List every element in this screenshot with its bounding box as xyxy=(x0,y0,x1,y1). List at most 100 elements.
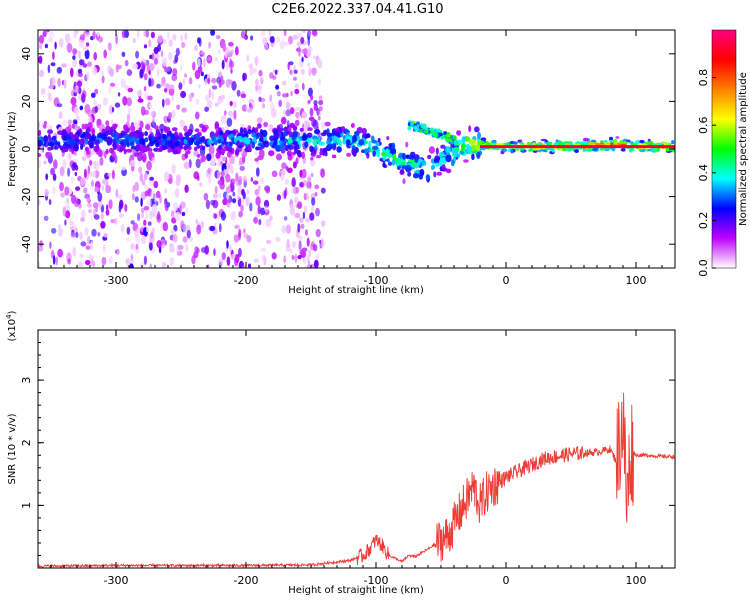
spectrogram-noise-cell xyxy=(49,31,54,39)
spectrogram-noise-cell xyxy=(139,172,143,182)
spectrogram-noise-cell xyxy=(306,181,312,189)
spectrogram-noise-cell xyxy=(126,97,132,107)
spectrogram-ridge-cell xyxy=(549,147,554,151)
spectrogram-noise-cell xyxy=(154,195,157,204)
spectrogram-ridge-cell xyxy=(139,120,144,129)
spectrogram-ridge-cell xyxy=(411,161,417,168)
spectrogram-ridge-cell xyxy=(285,130,290,135)
spectrogram-noise-cell xyxy=(230,111,234,119)
spectrogram-noise-cell xyxy=(65,210,71,219)
spectrogram-noise-cell xyxy=(38,199,41,206)
spectrogram-noise-cell xyxy=(56,66,62,74)
spectrogram-noise-cell xyxy=(288,35,293,45)
spectrogram-ridge-cell xyxy=(336,146,341,152)
spectrogram-noise-cell xyxy=(53,159,58,170)
spectrogram-noise-cell xyxy=(222,198,228,206)
spectrogram-noise-cell xyxy=(161,261,167,268)
spectrogram-ridge-cell xyxy=(407,171,412,177)
spectrogram-noise-cell xyxy=(205,199,210,210)
spectrogram-noise-cell xyxy=(275,84,280,90)
spectrogram-noise-cell xyxy=(72,247,77,257)
spectrogram-noise-cell xyxy=(171,74,178,82)
spectrogram-noise-cell xyxy=(168,245,174,251)
spectrogram-noise-cell xyxy=(246,30,249,33)
colorbar-ticks: 0.0 0.2 0.4 0.6 0.8 xyxy=(697,69,716,277)
spectrogram-noise-cell xyxy=(38,261,41,268)
spectrogram-ridge-cell xyxy=(254,127,259,133)
spectrogram-ridge-cell xyxy=(211,134,217,142)
spectrogram-ridge-cell xyxy=(184,131,190,138)
spectrogram-noise-cell xyxy=(219,223,222,233)
spectrogram-noise-cell xyxy=(226,256,231,267)
spectrogram-noise-cell xyxy=(39,42,43,50)
spectrogram-noise-cell xyxy=(220,170,225,177)
spectrogram-noise-cell xyxy=(255,211,259,218)
spectrogram-noise-cell xyxy=(107,42,112,51)
spectrogram-noise-cell xyxy=(150,190,155,200)
spectrogram-ridge-cell xyxy=(316,154,322,159)
spectrogram-noise-cell xyxy=(38,245,44,252)
spectrogram-noise-cell xyxy=(140,62,146,71)
spectrogram-ridge-cell xyxy=(196,144,201,149)
spectrogram-ridge-cell xyxy=(113,123,118,130)
spectrogram-noise-cell xyxy=(79,262,84,267)
spectrogram-noise-cell xyxy=(101,75,105,84)
spectrogram-ridge-cell xyxy=(255,146,260,151)
spectrogram-noise-cell xyxy=(230,68,233,74)
spectrogram-noise-cell xyxy=(107,172,112,177)
spectrogram-noise-cell xyxy=(301,56,304,63)
spectrogram-noise-cell xyxy=(217,180,222,185)
spectrogram-ridge-cell xyxy=(123,138,128,146)
spectrogram-noise-cell xyxy=(312,119,319,130)
spectrogram-noise-cell xyxy=(263,199,270,208)
spectrogram-ridge-cell xyxy=(575,141,581,145)
spectrogram-ridge-cell xyxy=(385,148,390,155)
spectrogram-ridge-cell xyxy=(334,130,340,137)
spectrogram-ridge-cell xyxy=(268,150,275,157)
spectrogram-noise-cell xyxy=(184,32,188,41)
spectrogram-x-tick-label: 0 xyxy=(503,274,510,287)
spectrogram-ridge-cell xyxy=(134,133,138,140)
spectrogram-ridge-cell xyxy=(188,140,194,146)
spectrogram-noise-cell xyxy=(255,196,261,206)
spectrogram-noise-cell xyxy=(275,36,281,43)
spectrogram-noise-cell xyxy=(225,79,231,88)
spectrogram-noise-cell xyxy=(226,117,233,127)
spectrogram-ridge-cell xyxy=(243,127,247,134)
spectrogram-noise-cell xyxy=(102,243,106,253)
spectrogram-noise-cell xyxy=(320,168,325,178)
spectrogram-noise-cell xyxy=(301,111,308,119)
spectrogram-noise-cell xyxy=(101,178,107,185)
spectrogram-ridge-cell xyxy=(510,149,514,154)
spectrogram-noise-cell xyxy=(303,48,308,56)
spectrogram-ridge-cell xyxy=(241,156,246,164)
spectrogram-noise-cell xyxy=(208,41,212,49)
spectrogram-y-tick-label: -40 xyxy=(20,235,33,253)
spectrogram-noise-cell xyxy=(281,225,287,234)
spectrogram-ridge-cell xyxy=(456,153,461,158)
spectrogram-ridge-cell xyxy=(456,130,462,136)
spectrogram-noise-cell xyxy=(45,30,50,33)
spectrogram-noise-cell xyxy=(72,162,77,168)
spectrogram-noise-cell xyxy=(196,224,202,235)
spectrogram-noise-cell xyxy=(93,214,100,220)
spectrogram-ridge-cell xyxy=(391,142,396,150)
spectrogram-ridge-cell xyxy=(87,139,94,146)
spectrogram-noise-cell xyxy=(222,42,227,53)
spectrogram-noise-cell xyxy=(121,51,126,57)
spectrogram-noise-cell xyxy=(110,119,114,125)
spectrogram-ridge-cell xyxy=(126,141,130,148)
spectrogram-ridge-cell xyxy=(553,142,558,146)
spectrogram-ridge-cell xyxy=(620,148,626,152)
spectrogram-ridge-cell xyxy=(402,178,406,185)
spectrogram-ridge-cell xyxy=(94,139,101,146)
spectrogram-ridge-cell xyxy=(214,139,218,146)
spectrogram-noise-cell xyxy=(115,188,119,198)
spectrogram-ridge-cell xyxy=(45,151,50,159)
spectrogram-noise-cell xyxy=(229,244,232,254)
spectrogram-noise-cell xyxy=(315,228,321,238)
spectrogram-noise-cell xyxy=(232,101,237,109)
spectrogram-y-tick-label: 40 xyxy=(20,47,33,61)
spectrogram-noise-cell xyxy=(148,77,152,87)
spectrogram-noise-cell xyxy=(89,160,93,166)
